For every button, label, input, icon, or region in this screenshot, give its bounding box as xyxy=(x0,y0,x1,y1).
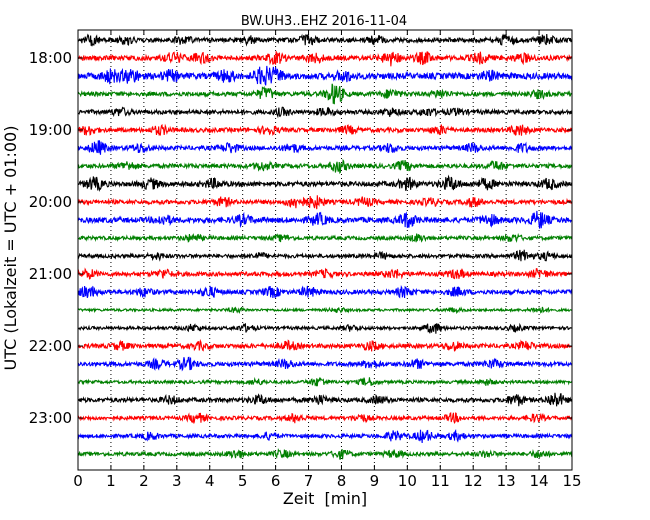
plot-frame xyxy=(77,29,573,471)
trace-2315 xyxy=(77,428,573,444)
x-tick-label-15: 15 xyxy=(562,472,581,490)
trace-1815 xyxy=(77,65,573,86)
trace-1900 xyxy=(77,123,573,137)
trace-2100 xyxy=(77,267,573,280)
x-tick-label-1: 1 xyxy=(106,472,116,490)
x-tick-label-8: 8 xyxy=(337,472,347,490)
trace-2030 xyxy=(77,232,573,243)
x-tick-label-13: 13 xyxy=(497,472,516,490)
x-axis: 0 1 2 3 4 5 6 7 8 9 10 11 12 13 14 15 xyxy=(73,30,582,490)
trace-2145 xyxy=(77,322,573,334)
trace-2230 xyxy=(77,376,573,387)
x-tick-label-2: 2 xyxy=(139,472,149,490)
x-tick-label-4: 4 xyxy=(205,472,215,490)
y-tick-label-1800: 18:00 xyxy=(29,49,72,67)
x-tick-label-11: 11 xyxy=(431,472,450,490)
x-tick-label-9: 9 xyxy=(370,472,380,490)
x-tick-label-0: 0 xyxy=(73,472,83,490)
x-tick-label-6: 6 xyxy=(271,472,281,490)
x-tick-label-14: 14 xyxy=(530,472,549,490)
trace-2115 xyxy=(77,285,573,299)
trace-2330 xyxy=(77,447,573,460)
trace-1945 xyxy=(77,174,573,192)
trace-2300 xyxy=(77,412,573,425)
trace-2130 xyxy=(77,306,573,315)
x-tick-label-7: 7 xyxy=(304,472,314,490)
trace-2045 xyxy=(77,249,573,262)
trace-1930 xyxy=(77,158,573,174)
x-tick-label-5: 5 xyxy=(238,472,248,490)
trace-1745 xyxy=(77,33,573,48)
y-axis-label: UTC (Lokalzeit = UTC + 01:00) xyxy=(1,126,20,371)
trace-1845 xyxy=(78,106,573,119)
y-tick-label-2200: 22:00 xyxy=(29,337,72,355)
y-tick-label-2300: 23:00 xyxy=(29,409,72,427)
trace-2200 xyxy=(77,338,573,352)
y-tick-label-2000: 20:00 xyxy=(29,193,72,211)
x-tick-label-3: 3 xyxy=(172,472,182,490)
x-tick-label-12: 12 xyxy=(464,472,483,490)
x-tick-label-10: 10 xyxy=(398,472,417,490)
trace-2015 xyxy=(77,210,573,229)
trace-2000 xyxy=(77,195,573,210)
trace-1915 xyxy=(77,140,573,155)
x-axis-label: Zeit [min] xyxy=(283,489,367,508)
y-tick-label-1900: 19:00 xyxy=(29,121,72,139)
y-tick-label-2100: 21:00 xyxy=(29,265,72,283)
trace-2215 xyxy=(77,356,573,372)
seismogram-traces xyxy=(77,33,573,460)
chart-title: BW.UH3..EHZ 2016-11-04 xyxy=(241,14,407,29)
y-axis: 18:00 19:00 20:00 21:00 22:00 23:00 xyxy=(29,49,572,427)
trace-2245 xyxy=(77,392,573,407)
trace-1830 xyxy=(77,83,573,105)
grid-lines xyxy=(110,30,540,470)
trace-1800 xyxy=(77,50,573,67)
